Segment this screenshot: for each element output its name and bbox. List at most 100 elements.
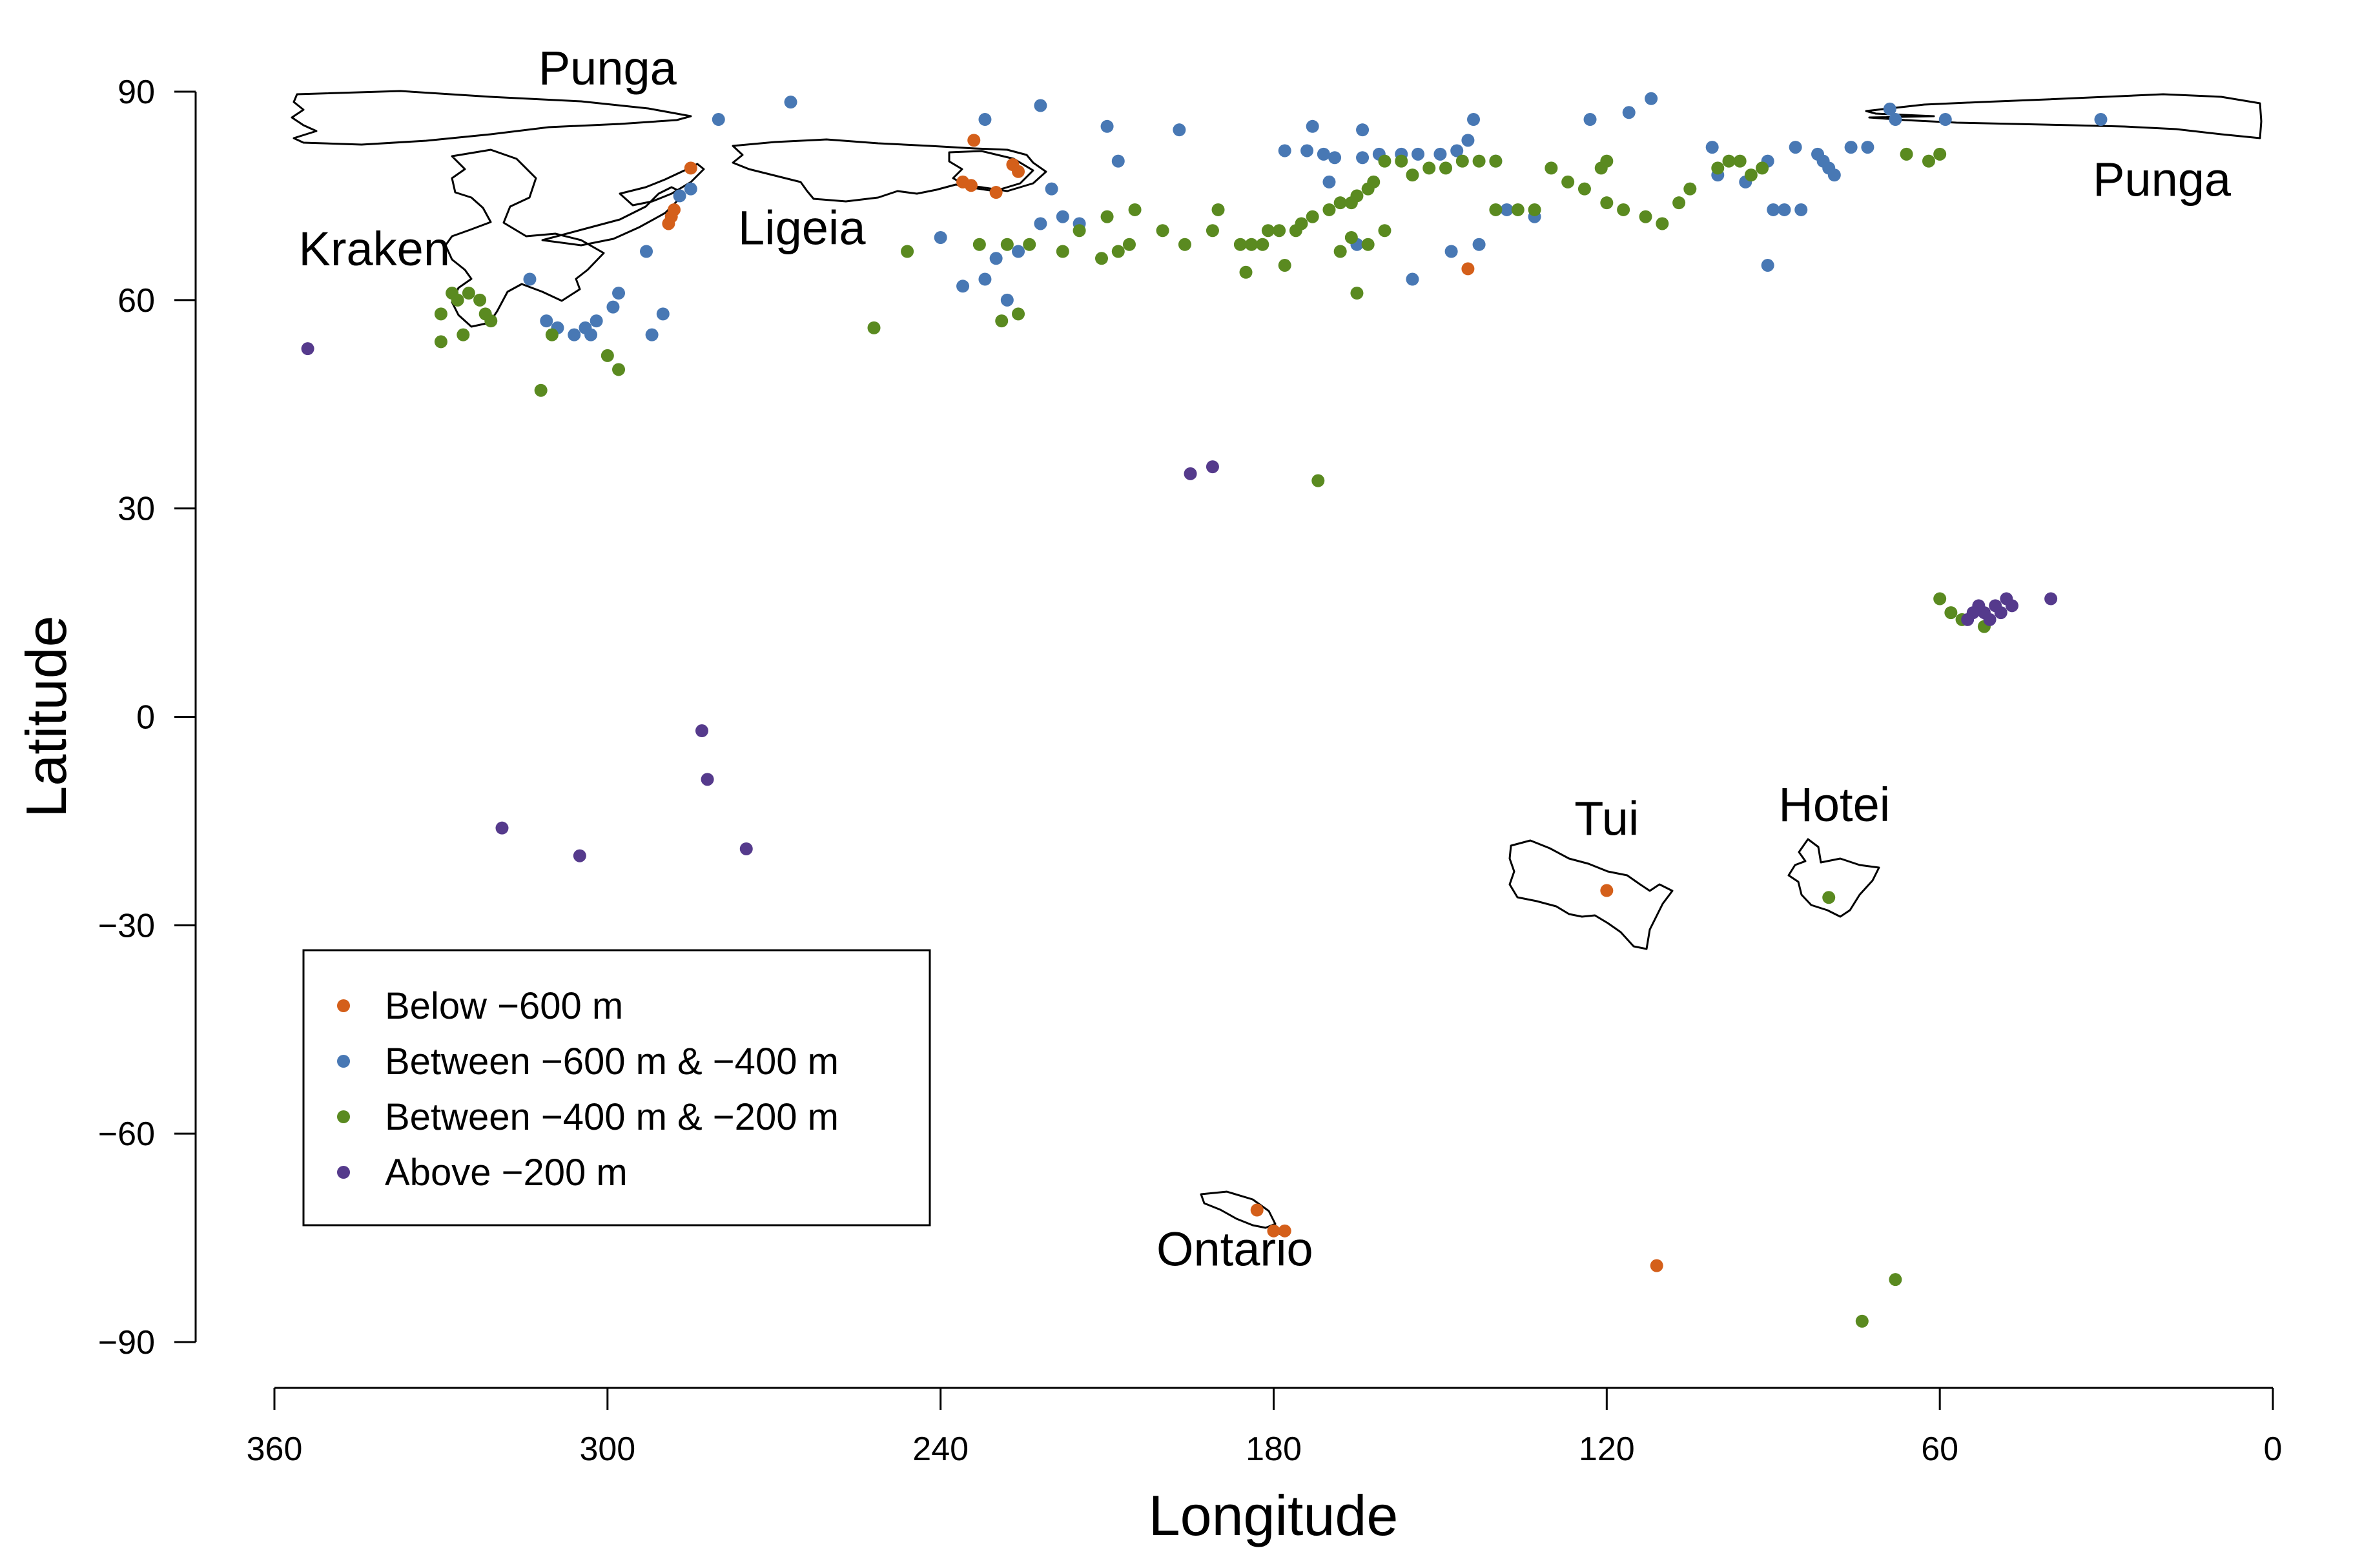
punga-outline-east (1865, 93, 2263, 139)
data-point (1461, 134, 1475, 147)
data-point (1722, 154, 1736, 168)
data-point (606, 300, 620, 314)
data-point (1883, 102, 1896, 116)
data-point (1645, 92, 1658, 105)
data-point (1439, 161, 1453, 175)
data-point (2044, 592, 2058, 606)
data-point (1378, 154, 1392, 168)
y-ticks: 90 60 30 0 −30 −60 −90 (98, 74, 196, 1361)
region-label: Punga (539, 41, 677, 95)
data-point (1933, 592, 1947, 606)
data-point (867, 321, 881, 334)
data-point (1794, 203, 1808, 216)
data-point (1422, 161, 1436, 175)
data-point (1767, 203, 1780, 216)
data-point (1267, 1224, 1280, 1237)
series-4 (301, 342, 2058, 862)
data-point (972, 238, 986, 251)
data-point (573, 849, 586, 862)
data-point (1683, 182, 1697, 196)
kraken-channel-outline (619, 163, 705, 207)
y-tick-label: 60 (118, 282, 155, 320)
data-point (1023, 238, 1036, 251)
legend-items: Below −600 m Between −600 m & −400 m Betwe… (337, 985, 839, 1194)
data-point (1639, 210, 1652, 223)
data-point (1761, 259, 1774, 272)
data-point (457, 328, 470, 341)
data-point (1855, 1314, 1869, 1328)
data-point (640, 245, 653, 258)
data-point (1256, 238, 1269, 251)
data-point (1056, 245, 1069, 258)
data-point (1056, 210, 1069, 223)
data-point (784, 96, 797, 109)
region-label: Kraken (299, 222, 450, 276)
data-point (1173, 123, 1186, 137)
data-point (1356, 151, 1370, 165)
data-point (1406, 272, 1419, 286)
data-point (1328, 151, 1342, 165)
data-point (1361, 238, 1375, 251)
data-point (1245, 238, 1258, 251)
legend-box (302, 949, 931, 1227)
legend-label: Below −600 m (385, 985, 623, 1027)
data-point (1889, 1273, 1902, 1287)
data-point (601, 349, 614, 362)
data-point (1156, 224, 1169, 238)
data-point (1378, 224, 1392, 238)
data-point (956, 280, 970, 293)
data-point (523, 272, 537, 286)
data-point (1306, 210, 1319, 223)
data-point (1178, 238, 1191, 251)
data-point (1306, 119, 1319, 133)
data-point (1944, 606, 1958, 620)
data-point (1861, 141, 1874, 154)
y-tick-label: −60 (98, 1115, 155, 1153)
data-points (301, 92, 2108, 1328)
x-tick-label: 240 (912, 1431, 969, 1468)
data-point (645, 328, 659, 341)
data-point (1000, 238, 1014, 251)
data-point (1128, 203, 1142, 216)
legend-label: Between −400 m & −200 m (385, 1096, 839, 1138)
data-point (1744, 168, 1758, 182)
series-3 (434, 147, 1991, 1328)
legend-marker (337, 999, 350, 1012)
data-point (1938, 113, 1952, 127)
data-point (1233, 238, 1247, 251)
data-point (1672, 196, 1686, 210)
data-point (995, 314, 1009, 328)
data-point (934, 230, 947, 244)
punga-outline-west (291, 90, 692, 146)
region-label: Ligeia (738, 201, 866, 255)
data-point (484, 314, 498, 328)
data-point (684, 182, 697, 196)
data-point (590, 314, 603, 328)
data-point (978, 272, 992, 286)
data-point (1583, 113, 1597, 127)
data-point (1273, 224, 1286, 238)
data-point (545, 328, 559, 341)
region-label: Tui (1574, 791, 1639, 845)
y-tick-label: 30 (118, 491, 155, 528)
data-point (1311, 474, 1325, 487)
data-point (1100, 119, 1114, 133)
data-point (656, 307, 670, 321)
data-point (1034, 99, 1047, 112)
data-point (1778, 203, 1791, 216)
data-point (1206, 224, 1219, 238)
data-point (1600, 196, 1614, 210)
data-point (1239, 265, 1253, 279)
data-point (684, 161, 697, 175)
data-point (1111, 154, 1125, 168)
data-point (1261, 224, 1275, 238)
data-point (1600, 884, 1614, 897)
data-point (1983, 613, 1997, 626)
data-point (1012, 307, 1025, 321)
data-point (1617, 203, 1630, 216)
data-point (1322, 203, 1336, 216)
ligeia-outline (732, 138, 1047, 203)
data-point (1528, 203, 1541, 216)
data-point (1489, 154, 1503, 168)
data-point (901, 245, 914, 258)
